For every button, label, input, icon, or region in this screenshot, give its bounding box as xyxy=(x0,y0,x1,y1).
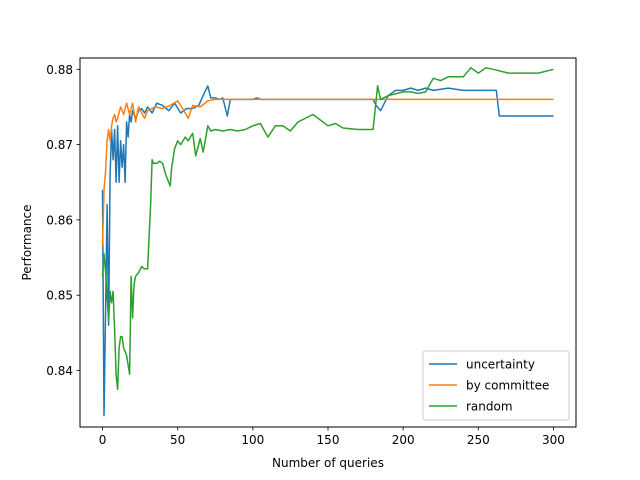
legend-label: random xyxy=(466,400,513,414)
x-tick-label: 200 xyxy=(392,433,415,447)
y-axis: 0.84 0.85 0.86 0.87 0.88 xyxy=(46,63,80,378)
series-line-by-committee xyxy=(101,98,554,247)
x-tick-label: 250 xyxy=(467,433,490,447)
legend-box xyxy=(422,350,570,421)
plot-lines xyxy=(101,67,554,417)
x-tick-label: 300 xyxy=(542,433,565,447)
series-line-random xyxy=(101,67,554,391)
x-tick-label: 0 xyxy=(99,433,107,447)
legend-label: by committee xyxy=(466,379,549,393)
y-axis-label: Performance xyxy=(20,204,34,280)
x-tick-label: 150 xyxy=(317,433,340,447)
legend: uncertainty by committee random xyxy=(422,350,570,421)
x-axis: 0 50 100 150 200 250 300 xyxy=(99,427,565,447)
y-tick-label: 0.87 xyxy=(46,138,73,152)
y-tick-label: 0.84 xyxy=(46,364,73,378)
x-tick-label: 50 xyxy=(170,433,185,447)
x-axis-label: Number of queries xyxy=(272,456,384,470)
y-tick-label: 0.85 xyxy=(46,289,73,303)
y-tick-label: 0.88 xyxy=(46,63,73,77)
y-tick-label: 0.86 xyxy=(46,213,73,227)
legend-label: uncertainty xyxy=(466,358,535,372)
x-tick-label: 100 xyxy=(241,433,264,447)
